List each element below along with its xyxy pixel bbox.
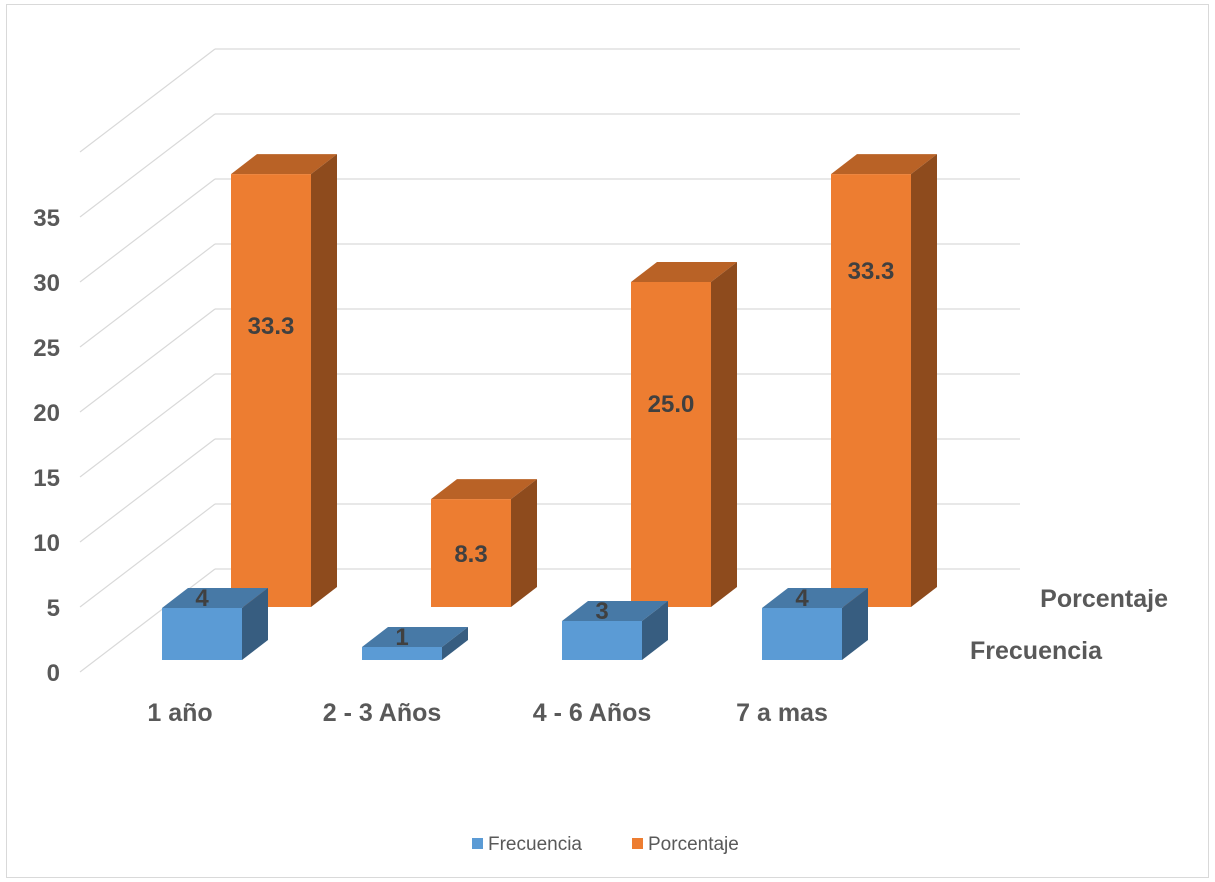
bar-porcentaje-2-3-anos: 8.3 [431,479,537,607]
bar-side-face [442,627,468,660]
gridline-side [79,568,216,673]
bar-top-face [231,154,337,175]
data-label: 25.0 [648,391,695,418]
x-tick-label: 2 - 3 Años [323,699,442,727]
y-tick-label: 35 [33,205,60,232]
bar-porcentaje-1-ano: 33.3 [231,154,337,607]
legend-swatch-frecuencia [472,838,483,849]
bar-top-face [162,588,268,608]
data-label: 4 [795,585,809,612]
bar-front-face [431,499,511,607]
bar-side-face [511,479,537,607]
bar-top-face [362,627,468,647]
y-tick-label: 15 [33,465,60,492]
bars: 33.3 8.3 25.0 33.3 4 1 3 4 [162,154,937,660]
gridline-side [79,438,216,543]
y-tick-label: 30 [33,270,60,297]
depth-axis-label: Porcentaje [1040,585,1168,613]
bar-front-face [562,621,642,660]
data-label: 3 [595,598,608,625]
y-tick-label: 20 [33,400,60,427]
gridline-side [79,243,216,348]
bar-side-face [911,154,937,607]
y-tick-label: 25 [33,335,60,362]
data-label: 33.3 [248,313,295,340]
bar-top-face [831,154,937,175]
x-tick-label: 1 año [147,699,212,727]
y-tick-label: 10 [33,530,60,557]
legend-swatch-porcentaje [632,838,643,849]
bar-front-face [762,608,842,660]
bar-frecuencia-2-3-anos: 1 [362,624,468,660]
y-tick-label: 0 [47,660,60,687]
gridline-side [79,178,216,283]
bar-top-face [762,588,868,608]
gridline-side [79,503,216,608]
data-label: 4 [195,585,209,612]
bar-top-face [631,262,737,282]
bar-frecuencia-7-a-mas: 4 [762,585,868,660]
bar-top-face [562,601,668,621]
bar-side-face [311,154,337,607]
bar-front-face [631,282,711,607]
bar-top-face [431,479,537,500]
depth-axis-label: Frecuencia [970,637,1103,665]
bar-front-face [831,174,911,607]
y-tick-label: 5 [47,595,60,622]
x-tick-label: 4 - 6 Años [533,699,652,727]
y-axis: 0 5 10 15 20 25 30 35 [33,205,60,687]
gridline-side [79,48,216,153]
bar-front-face [162,608,242,660]
legend-label-porcentaje: Porcentaje [648,834,739,855]
bar-porcentaje-4-6-anos: 25.0 [631,262,737,607]
bar-front-face [362,647,442,660]
legend: Frecuencia Porcentaje [472,834,739,855]
data-label: 33.3 [848,258,895,285]
bar-side-face [842,588,868,660]
chart-frame [6,4,1209,878]
gridline-side [79,308,216,413]
depth-axis: Frecuencia Porcentaje [970,585,1168,665]
x-axis: 1 año 2 - 3 Años 4 - 6 Años 7 a mas [147,699,828,727]
bar-side-face [642,601,668,660]
data-label: 1 [395,624,408,651]
gridline-side [79,373,216,478]
bar-frecuencia-4-6-anos: 3 [562,598,668,660]
bar-side-face [711,262,737,607]
bar-porcentaje-7-a-mas: 33.3 [831,154,937,607]
bar-front-face [231,174,311,607]
x-tick-label: 7 a mas [736,699,828,727]
data-label: 8.3 [454,541,487,568]
gridline-side [79,113,216,218]
bar-side-face [242,588,268,660]
legend-label-frecuencia: Frecuencia [488,834,582,855]
bar-frecuencia-1-ano: 4 [162,585,268,660]
